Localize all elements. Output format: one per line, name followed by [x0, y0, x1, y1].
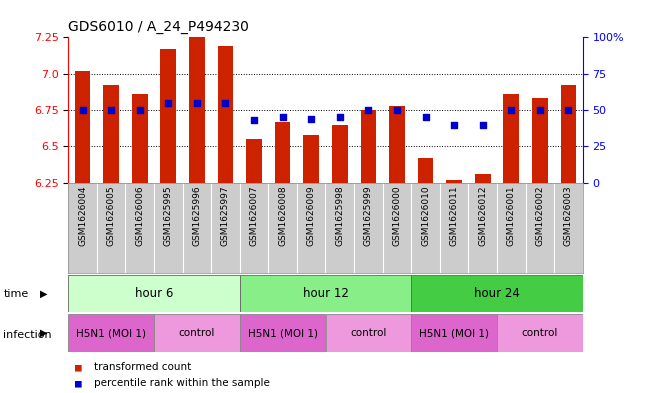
Bar	[503, 94, 519, 183]
Bar	[497, 314, 583, 352]
Point	[249, 117, 259, 123]
Text: transformed count: transformed count	[94, 362, 191, 373]
Text: control: control	[179, 328, 215, 338]
Point	[449, 121, 459, 128]
Point	[220, 99, 230, 106]
Bar	[68, 314, 154, 352]
Bar	[246, 139, 262, 183]
Bar	[104, 85, 119, 183]
Text: GSM1626001: GSM1626001	[506, 185, 516, 246]
Bar	[275, 122, 290, 183]
Text: GDS6010 / A_24_P494230: GDS6010 / A_24_P494230	[68, 20, 249, 33]
Text: GSM1625996: GSM1625996	[193, 185, 201, 246]
Text: GSM1625997: GSM1625997	[221, 185, 230, 246]
Point	[106, 107, 117, 113]
Point	[506, 107, 516, 113]
Point	[135, 107, 145, 113]
Text: GSM1626009: GSM1626009	[307, 185, 316, 246]
Point	[306, 116, 316, 122]
Point	[563, 107, 574, 113]
Bar	[418, 158, 434, 183]
Text: GSM1625995: GSM1625995	[164, 185, 173, 246]
Bar	[389, 106, 405, 183]
Text: GSM1625998: GSM1625998	[335, 185, 344, 246]
Text: GSM1626010: GSM1626010	[421, 185, 430, 246]
Point	[363, 107, 374, 113]
Text: GSM1626012: GSM1626012	[478, 185, 487, 246]
Bar	[411, 314, 497, 352]
Bar	[240, 275, 411, 312]
Text: GSM1626000: GSM1626000	[393, 185, 402, 246]
Text: GSM1626003: GSM1626003	[564, 185, 573, 246]
Bar	[361, 110, 376, 183]
Text: GSM1626011: GSM1626011	[450, 185, 458, 246]
Bar	[75, 71, 90, 183]
Bar	[475, 174, 490, 183]
Text: H5N1 (MOI 1): H5N1 (MOI 1)	[76, 328, 146, 338]
Point	[392, 107, 402, 113]
Text: GSM1626005: GSM1626005	[107, 185, 116, 246]
Text: ▶: ▶	[40, 328, 48, 338]
Text: GSM1626002: GSM1626002	[535, 185, 544, 246]
Text: H5N1 (MOI 1): H5N1 (MOI 1)	[419, 328, 489, 338]
Text: time: time	[3, 289, 29, 299]
Text: H5N1 (MOI 1): H5N1 (MOI 1)	[247, 328, 318, 338]
Bar	[217, 46, 233, 183]
Bar	[240, 314, 326, 352]
Text: GSM1625999: GSM1625999	[364, 185, 373, 246]
Text: GSM1626006: GSM1626006	[135, 185, 145, 246]
Text: hour 24: hour 24	[474, 287, 520, 300]
Bar	[189, 37, 205, 183]
Bar	[326, 314, 411, 352]
Bar	[68, 275, 240, 312]
Text: GSM1626007: GSM1626007	[249, 185, 258, 246]
Point	[77, 107, 88, 113]
Text: ▶: ▶	[40, 289, 48, 299]
Bar	[411, 275, 583, 312]
Bar	[132, 94, 148, 183]
Bar	[532, 98, 547, 183]
Bar	[332, 125, 348, 183]
Bar	[161, 49, 176, 183]
Text: ■: ■	[75, 378, 81, 388]
Text: GSM1626004: GSM1626004	[78, 185, 87, 246]
Text: control: control	[350, 328, 387, 338]
Point	[534, 107, 545, 113]
Text: percentile rank within the sample: percentile rank within the sample	[94, 378, 270, 388]
Point	[163, 99, 174, 106]
Bar	[446, 180, 462, 183]
Text: ■: ■	[75, 362, 81, 373]
Bar	[303, 135, 319, 183]
Point	[191, 99, 202, 106]
Point	[421, 114, 431, 120]
Point	[335, 114, 345, 120]
Point	[477, 121, 488, 128]
Bar	[561, 85, 576, 183]
Text: control: control	[521, 328, 558, 338]
Point	[277, 114, 288, 120]
Bar	[154, 314, 240, 352]
Text: GSM1626008: GSM1626008	[278, 185, 287, 246]
Text: hour 12: hour 12	[303, 287, 348, 300]
Text: infection: infection	[3, 330, 52, 340]
Text: hour 6: hour 6	[135, 287, 173, 300]
